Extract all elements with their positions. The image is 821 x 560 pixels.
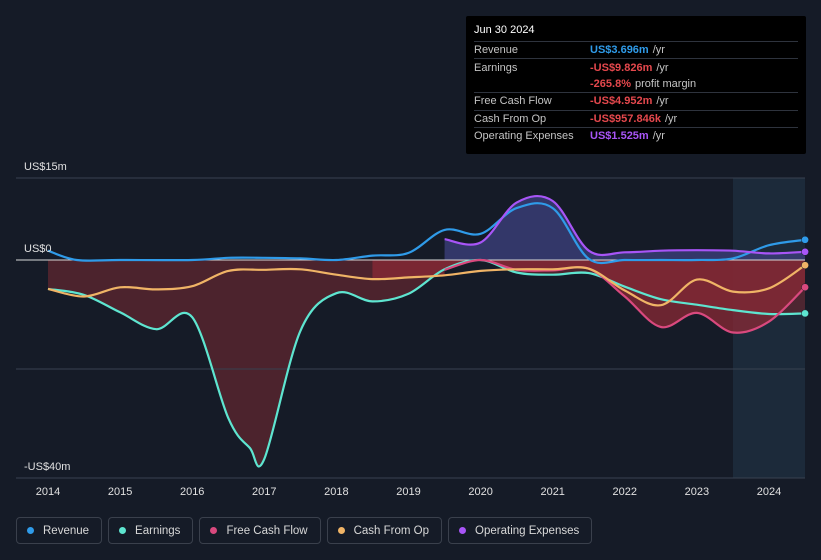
operating-expenses-end-dot (801, 247, 809, 256)
legend-label: Earnings (135, 524, 181, 537)
x-tick-2016: 2016 (180, 486, 204, 498)
tooltip-row: Earnings -US$9.826m/yr (474, 58, 798, 75)
operating-expenses-line (444, 195, 806, 257)
earnings-area (48, 259, 806, 467)
x-tick-2015: 2015 (108, 486, 132, 498)
y-label-zero: US$0 (24, 243, 52, 255)
legend-label: Free Cash Flow (226, 524, 308, 537)
legend-dot-icon (119, 527, 127, 534)
legend: Revenue Earnings Free Cash Flow Cash From O… (16, 517, 593, 544)
tooltip-row: Cash From Op -US$957.846k/yr (474, 109, 798, 127)
opex-area (444, 196, 806, 260)
legend-label: Operating Expenses (475, 524, 580, 537)
legend-operating-expenses[interactable]: Operating Expenses (448, 517, 593, 544)
x-tick-2014: 2014 (36, 486, 60, 498)
fcf-area (372, 260, 806, 333)
earnings-line (47, 258, 806, 468)
x-tick-2020: 2020 (468, 486, 492, 498)
revenue-end-dot (801, 235, 809, 244)
x-tick-2019: 2019 (396, 486, 420, 498)
tooltip-row-value: -US$957.846k (590, 112, 661, 125)
tooltip-row: Free Cash Flow -US$4.952m/yr (474, 92, 798, 109)
legend-free-cash-flow[interactable]: Free Cash Flow (199, 517, 321, 544)
legend-dot-icon (27, 527, 34, 534)
x-tick-2023: 2023 (685, 486, 709, 498)
x-tick-2022: 2022 (613, 486, 637, 498)
legend-dot-icon (337, 527, 345, 534)
tooltip-row-value: -US$4.952m (590, 95, 653, 108)
tooltip-panel: Jun 30 2024 Revenue US$3.696m/yr Earnings -… (466, 16, 806, 154)
legend-dot-icon (210, 527, 218, 534)
tooltip-row-value: US$1.525m (590, 130, 649, 143)
x-tick-2017: 2017 (252, 486, 276, 498)
cash-from-op-end-dot (801, 261, 809, 270)
x-tick-2024: 2024 (757, 486, 781, 498)
tooltip-row-value: US$3.696m (590, 44, 649, 57)
x-tick-2021: 2021 (540, 486, 564, 498)
cash-from-op-line (47, 264, 806, 307)
legend-revenue[interactable]: Revenue (16, 517, 103, 544)
legend-label: Revenue (43, 524, 90, 537)
free-cash-flow-end-dot (801, 283, 809, 292)
tooltip-row-value: -265.8% (590, 77, 631, 90)
tooltip-row-label: Operating Expenses (474, 130, 574, 143)
tooltip-row-unit: /yr (656, 61, 669, 74)
tooltip-row-label: Revenue (474, 44, 519, 57)
legend-dot-icon (459, 527, 467, 534)
legend-label: Cash From Op (353, 524, 430, 537)
tooltip-row: Operating Expenses US$1.525m/yr (474, 126, 798, 144)
tooltip-row-unit: profit margin (634, 77, 697, 90)
tooltip-row-value: -US$9.826m (590, 61, 653, 74)
tooltip-date: Jun 30 2024 (474, 24, 535, 36)
tooltip-row-label: Cash From Op (474, 112, 547, 125)
tooltip-row-unit: /yr (652, 44, 665, 57)
y-label-bottom: -US$40m (24, 461, 70, 473)
free-cash-flow-line (444, 258, 806, 334)
tooltip-row-label: Earnings (474, 61, 518, 74)
tooltip-row-unit: /yr (656, 95, 669, 108)
x-tick-2018: 2018 (324, 486, 348, 498)
tooltip-row-unit: /yr (664, 112, 678, 125)
tooltip-row-label: Free Cash Flow (474, 95, 552, 108)
tooltip-row: Revenue US$3.696m/yr (474, 41, 798, 58)
earnings-end-dot (801, 309, 809, 318)
legend-earnings[interactable]: Earnings (108, 517, 194, 544)
y-label-top: US$15m (24, 161, 67, 173)
tooltip-row-unit: /yr (652, 130, 665, 143)
tooltip-row: -265.8% profit margin (474, 76, 798, 92)
legend-cash-from-op[interactable]: Cash From Op (326, 517, 443, 544)
revenue-line (47, 202, 806, 265)
